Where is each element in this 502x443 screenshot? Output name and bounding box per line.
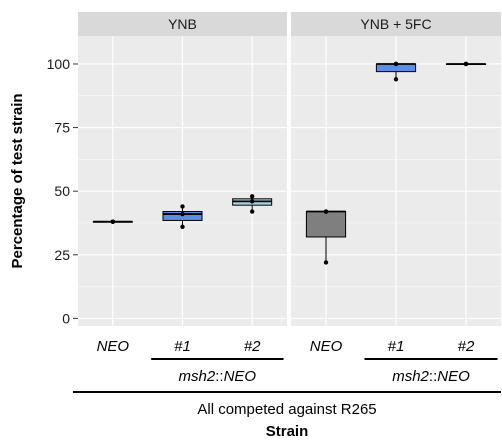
marks-layer [92,61,487,265]
box-ynb-1 [162,204,203,229]
data-point [393,61,399,67]
facet-strip-label: YNB [168,16,197,32]
box-ynb-0 [92,219,133,224]
category-label: NEO [97,338,130,355]
y-tick-label: 100 [47,56,71,72]
group-label: msh2::NEO [179,368,257,385]
box-ynb-5fc-1 [375,61,417,82]
data-point [463,61,469,67]
data-point [393,77,399,82]
data-point [323,209,329,214]
box-ynb-5fc-2 [445,61,487,67]
box-body [305,211,347,238]
x-axis-title: Strain [266,423,309,440]
data-point [249,194,255,199]
category-label: #2 [458,338,475,355]
group-label-part: NEO [224,368,257,385]
group-label-part: :: [429,368,437,385]
category-label: NEO [310,338,343,355]
category-label: #1 [174,338,191,355]
data-point [180,224,185,229]
y-tick-label: 75 [54,120,70,136]
facet-strip [78,12,287,36]
footer-label: All competed against R265 [197,401,376,418]
group-label-part: msh2 [179,368,216,385]
data-point [180,211,185,217]
category-label: #2 [244,338,261,355]
y-tick-label: 50 [54,183,70,199]
data-point [110,219,116,224]
box-ynb-5fc-0 [305,209,347,265]
group-label-part: NEO [437,368,470,385]
y-axis: 0 25 50 75 100 [47,56,78,326]
y-axis-title: Percentage of test strain [9,93,26,268]
facet-strip-label: YNB + 5FC [360,16,431,32]
box-ynb-2 [232,194,273,214]
y-tick-label: 25 [54,247,70,263]
data-point [249,209,255,214]
y-tick-label: 0 [62,310,70,326]
data-point [180,204,185,209]
data-point [249,199,255,204]
category-label: #1 [388,338,405,355]
group-label: msh2::NEO [392,368,470,385]
panels-layer: YNB YNB + 5FC [78,12,501,326]
group-label-part: :: [215,368,223,385]
facet-strip [291,12,501,36]
data-point [323,260,329,265]
group-label-part: msh2 [392,368,429,385]
